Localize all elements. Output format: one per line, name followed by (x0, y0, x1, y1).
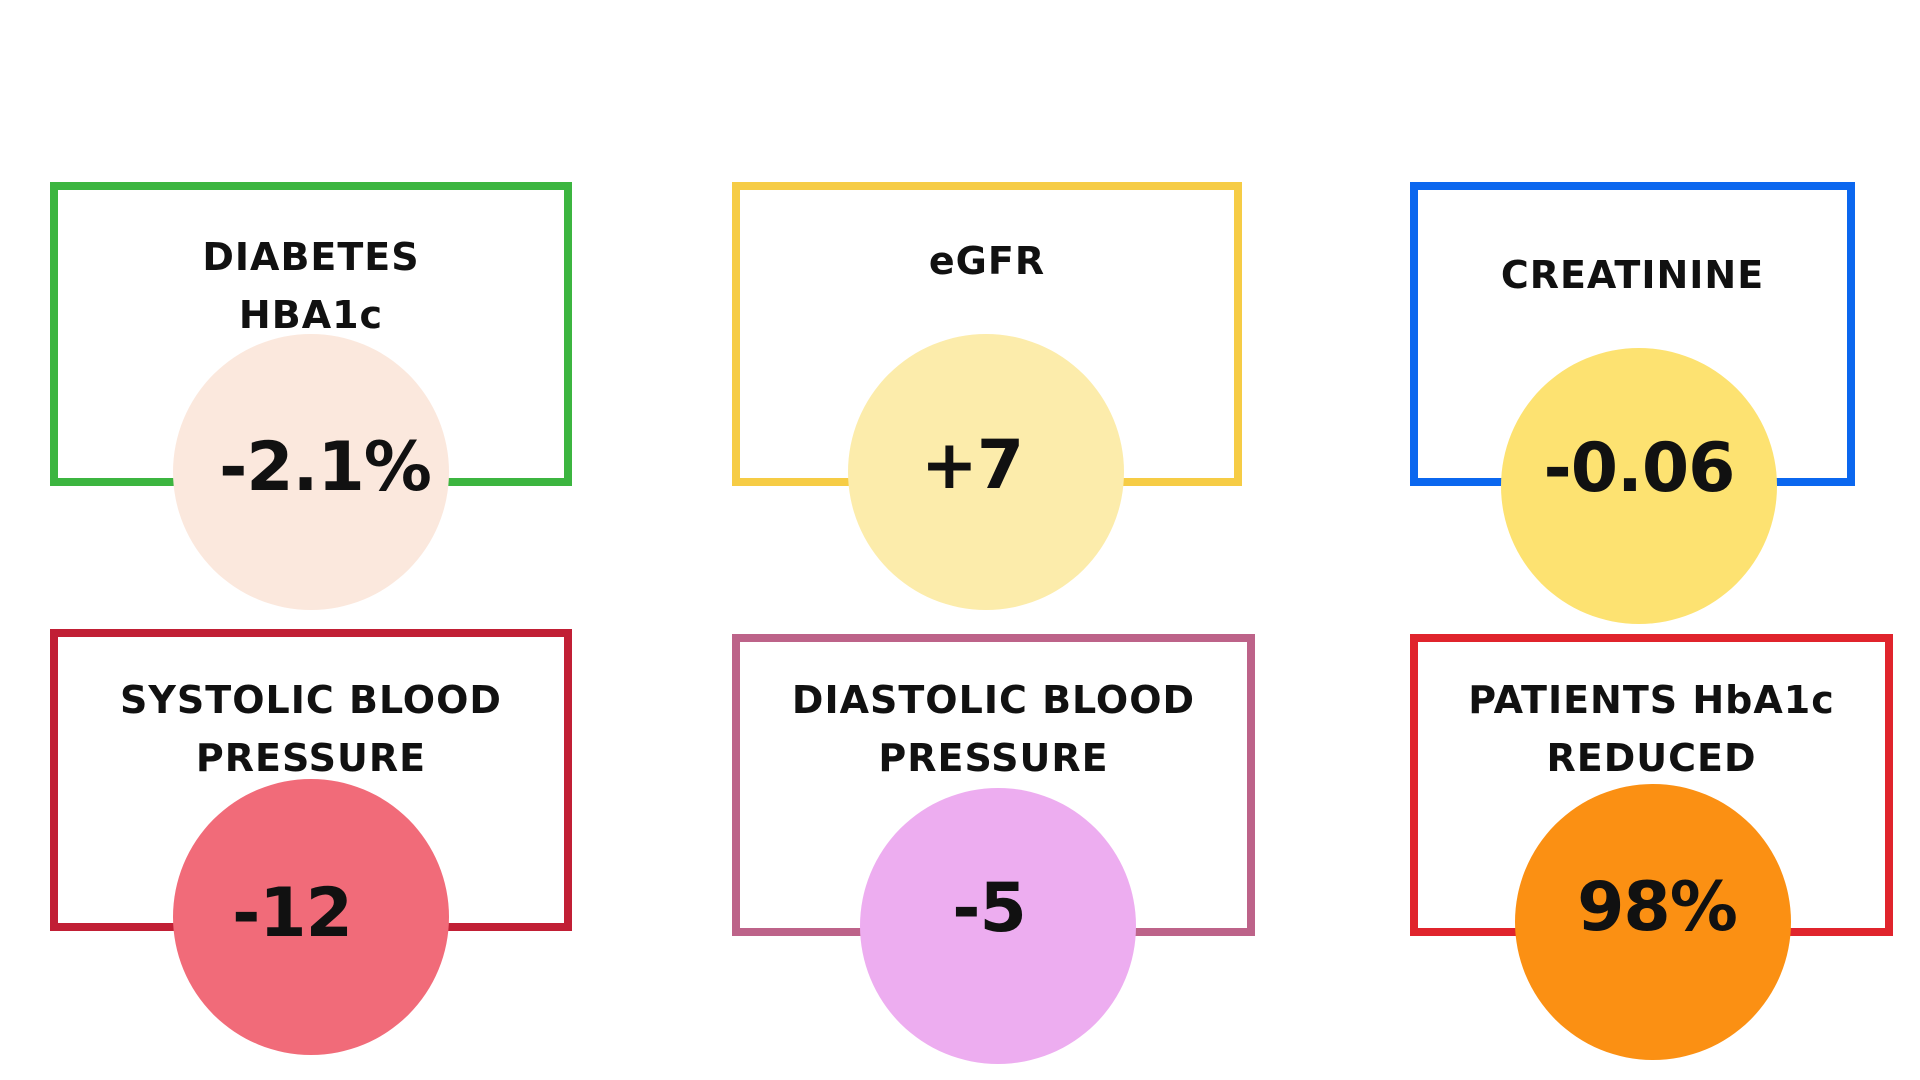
metric-label: CREATININE (1500, 253, 1765, 297)
metric-value-circle: +7 (848, 334, 1124, 610)
metric-value-circle: -5 (860, 788, 1136, 1064)
metric-value: -0.06 (1543, 428, 1736, 508)
metric-label: DIASTOLIC BLOOD PRESSURE (791, 678, 1196, 780)
metric-value-circle: -12 (173, 779, 449, 1055)
metric-value-circle: 98% (1515, 784, 1791, 1060)
metric-value-circle: -2.1% (173, 334, 449, 610)
metric-value: -12 (232, 873, 353, 953)
metric-value: +7 (920, 425, 1024, 505)
metric-label: DIABETES HBA1c (202, 235, 420, 337)
metric-value: 98% (1577, 867, 1738, 947)
metric-value: -2.1% (219, 427, 432, 507)
metric-label: PATIENTS HbA1c REDUCED (1468, 678, 1835, 780)
metric-card-patients-hba1c-reduced: PATIENTS HbA1c REDUCED (1410, 634, 1893, 936)
metric-value-circle: -0.06 (1501, 348, 1777, 624)
metric-label: SYSTOLIC BLOOD PRESSURE (120, 678, 502, 780)
metric-label: eGFR (928, 239, 1046, 283)
metric-value: -5 (952, 869, 1027, 948)
